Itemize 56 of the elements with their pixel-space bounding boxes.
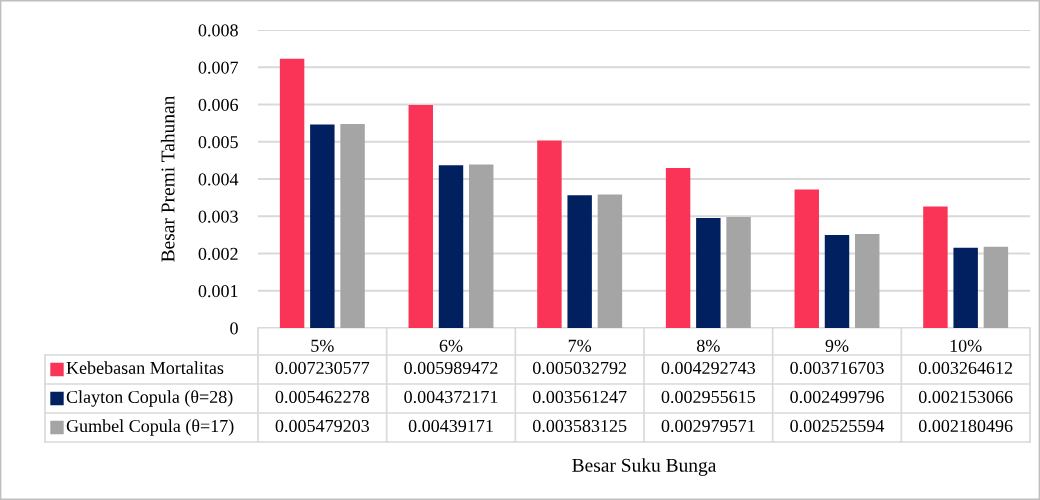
- legend-label: Kebebasan Mortalitas: [66, 361, 224, 375]
- bar: [953, 247, 978, 328]
- bar: [408, 104, 433, 328]
- y-tick-label: 0.004: [198, 173, 239, 186]
- y-tick-label: 0.006: [198, 98, 239, 112]
- text: Besar Suku Bunga: [572, 458, 717, 476]
- data-label: 0.007230577: [275, 361, 370, 375]
- data-label: 0.004372171: [404, 390, 498, 404]
- bar: [726, 217, 751, 328]
- y-tick-label: 0: [230, 322, 238, 335]
- x-tick-label: 5%: [311, 339, 334, 352]
- data-label: 0.00439171: [408, 419, 493, 433]
- data-label: 0.003583125: [532, 419, 627, 433]
- data-label: 0.002979571: [661, 419, 755, 433]
- data-label: 0.005032792: [532, 361, 627, 375]
- y-tick-label: 0.008: [198, 24, 238, 37]
- data-label: 0.003561247: [532, 390, 627, 404]
- data-label: 0.002525594: [790, 419, 885, 433]
- data-label: 0.002180496: [918, 419, 1013, 433]
- bar: [923, 206, 948, 328]
- x-tick-label: 6%: [439, 339, 463, 352]
- y-tick-label: 0.001: [198, 285, 238, 298]
- data-label: 0.004292743: [661, 361, 756, 375]
- data-label: 0.002955615: [661, 390, 756, 404]
- data-label: 0.003264612: [918, 361, 1013, 375]
- bar: [469, 164, 494, 328]
- data-label: 0.005989472: [404, 361, 498, 375]
- legend-label: Gumbel Copula (θ=17): [66, 419, 234, 436]
- bar: [824, 234, 850, 328]
- bar: [340, 123, 365, 328]
- y-axis-title: Besar Premi Tahunan: [160, 95, 175, 262]
- bar: [983, 246, 1009, 328]
- data-label: 0.002153066: [918, 390, 1013, 404]
- legend-label: Clayton Copula (θ=28): [66, 390, 233, 407]
- data-label: 0.005479203: [275, 419, 370, 433]
- y-tick-label: 0.003: [198, 210, 238, 223]
- data-label: 0.002499796: [790, 390, 884, 404]
- data-label: 0.005462278: [275, 390, 370, 404]
- bar: [310, 124, 335, 328]
- y-tick-label: 0.005: [198, 136, 238, 149]
- x-tick-label: 8%: [696, 339, 720, 352]
- y-tick-label: 0.007: [198, 61, 239, 74]
- bar: [537, 140, 562, 328]
- bar: [855, 233, 880, 328]
- y-tick-label: 0.002: [198, 247, 238, 261]
- bar: [665, 168, 691, 328]
- x-tick-label: 10%: [950, 339, 982, 352]
- x-tick-label: 9%: [825, 339, 849, 352]
- x-tick-label: 7%: [568, 339, 592, 352]
- data-label: 0.003716703: [790, 361, 884, 375]
- bar: [567, 195, 592, 328]
- bar: [794, 189, 819, 328]
- bar: [696, 217, 721, 328]
- bar: [597, 194, 623, 328]
- bar: [279, 58, 305, 328]
- bar: [438, 165, 464, 328]
